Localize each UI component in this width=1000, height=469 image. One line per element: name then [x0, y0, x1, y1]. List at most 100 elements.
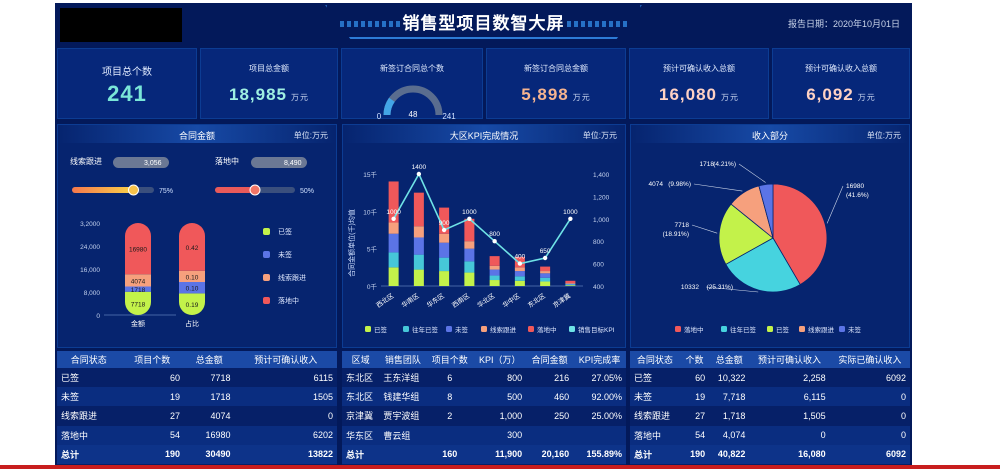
kpi-label: 项目总金额	[249, 64, 289, 73]
bar-segment	[464, 272, 475, 286]
column-segment	[179, 282, 205, 294]
table-row[interactable]: 京津冀 贾宇波组 2 1,000 250 25.00%	[342, 406, 626, 425]
stacked-bar: 京津冀	[551, 280, 576, 310]
y-tick-label: 0	[96, 313, 100, 320]
table-cell: 0	[749, 425, 830, 445]
table-row[interactable]: 未签 19 7,718 6,115 0	[630, 387, 910, 407]
table-row[interactable]: 落地中 54 4,074 0 0	[630, 425, 910, 445]
kpi-target-line	[392, 172, 572, 265]
table-cell: 京津冀	[346, 411, 374, 422]
table-cell: 54	[120, 425, 184, 445]
column-header[interactable]: 区域	[342, 351, 380, 368]
column-header[interactable]: 预计可确认收入	[749, 351, 830, 368]
legend-swatch	[403, 326, 409, 332]
column-label: 占比	[185, 319, 199, 328]
panel-title-bar	[631, 125, 909, 143]
table-header-row: 合同状态 个数 总金额 预计可确认收入 实际已确认收入	[630, 351, 910, 368]
kpi-total-amount: 项目总金额 18,985 万元	[200, 48, 338, 119]
kpi-completion-panel: 大区KPI完成情况 单位:万元 合同金额单位(千)均值 15千 10千 5千 0千 1,…	[342, 124, 626, 348]
bar-segment	[565, 283, 576, 284]
column-header[interactable]: 合同状态	[630, 351, 680, 368]
column-header[interactable]: 总金额	[184, 351, 235, 368]
table-cell: 7,718	[709, 387, 750, 407]
stacked-column: 0.19 0.10 0.10 0.42 占比	[179, 223, 205, 328]
progress-value-leads: 3,056	[144, 160, 162, 167]
column-header[interactable]: 销售团队	[379, 351, 427, 368]
column-header[interactable]: 总金额	[709, 351, 750, 368]
table-cell: 60	[169, 372, 180, 383]
column-header[interactable]: 预计可确认收入	[234, 351, 337, 368]
table-row[interactable]: 华东区 曹云组 300	[342, 425, 626, 445]
bar-segment	[388, 222, 399, 234]
kpi-target-label: 900	[439, 220, 450, 227]
column-header[interactable]: 合同状态	[57, 351, 121, 368]
column-header[interactable]: KPI完成率	[573, 351, 626, 368]
table-row[interactable]: 未签 19 1718 1505	[57, 387, 337, 407]
y-left-tick: 5千	[367, 245, 378, 254]
table-cell: 19	[120, 387, 184, 407]
pie-percent-label: (4.21%)	[713, 161, 736, 168]
column-header[interactable]: 合同金额	[526, 351, 574, 368]
contract-chart: 线索跟进 3,056 落地中 8,490 75% 50% 3,2000 24,000…	[70, 156, 314, 328]
legend-swatch	[569, 326, 575, 332]
column-header[interactable]: 项目个数	[426, 351, 474, 368]
table-total-row[interactable]: 总计 190 40,822 16,080 6092	[630, 444, 910, 464]
bar-segment	[388, 252, 399, 268]
slider-fill	[72, 187, 134, 193]
table-cell: 贾宇波组	[383, 411, 420, 422]
y-right-tick: 1,200	[593, 194, 610, 201]
column-segment	[179, 270, 205, 283]
region-kpi-table: 区域 销售团队 项目个数 KPI（万） 合同金额 KPI完成率 东北区 王东洋组 6 800 216…	[342, 351, 626, 465]
kpi-target-point	[492, 239, 497, 244]
gauge-chart: 0 48 241	[377, 85, 456, 121]
bar-segment	[413, 237, 424, 255]
kpi-number: 6,092	[806, 85, 854, 104]
table-cell: 0	[900, 410, 906, 421]
table-cell: 未签	[57, 387, 121, 407]
pie-label-line	[691, 224, 718, 234]
table-row[interactable]: 线索跟进 27 1,718 1,505 0	[630, 406, 910, 425]
pie-percent-label: (9.98%)	[668, 181, 691, 188]
table-cell: 6	[447, 372, 453, 383]
table-row[interactable]: 线索跟进 27 4074 0	[57, 406, 337, 425]
column-header[interactable]: 实际已确认收入	[829, 351, 910, 368]
panel-title: 合同金额	[178, 131, 215, 141]
y-left-tick: 0千	[367, 282, 378, 291]
table-cell: 1,000	[499, 410, 523, 421]
table-total-row[interactable]: 总计 190 30490 13822	[57, 444, 337, 464]
pie-percent-label: (18.91%)	[663, 231, 689, 238]
y-left-tick: 15千	[363, 170, 377, 179]
table-row[interactable]: 东北区 钱建华组 8 500 460 92.00%	[342, 387, 626, 407]
table-cell: 4074	[210, 410, 231, 421]
kpi-target-label: 800	[489, 231, 500, 238]
bar-segment	[413, 254, 424, 270]
x-tick-label: 东北区	[526, 291, 548, 310]
column-header[interactable]: KPI（万）	[473, 351, 527, 368]
column-header[interactable]: 个数	[679, 351, 710, 368]
income-pie-chart: 16980 (41.6%) 10332 (25.31%) 7718 (18.91%) 407…	[649, 161, 869, 334]
panel-unit: 单位:万元	[582, 131, 617, 140]
progress-bar-leads	[113, 157, 169, 168]
pie-value-label: 10332	[681, 284, 699, 291]
legend-label: 未签	[848, 325, 862, 334]
table-cell: 0	[327, 410, 333, 421]
table-cell: 0	[829, 387, 910, 407]
legend-swatch	[263, 251, 270, 258]
table-row[interactable]: 东北区 王东洋组 6 800 216 27.05%	[342, 368, 626, 387]
kpi-label: 预计可确认收入总额	[805, 64, 877, 73]
kpi-target-point	[542, 255, 548, 261]
gauge-fill	[383, 97, 395, 116]
kpi-target-label: 1000	[462, 209, 477, 216]
legend-label: 落地中	[278, 296, 299, 305]
kpi-unit: 万元	[857, 93, 876, 102]
y-right-tick: 800	[593, 239, 604, 246]
table-row[interactable]: 已签 60 10,322 2,258 6092	[630, 368, 910, 387]
y-left-tick: 10千	[363, 207, 377, 216]
table-row[interactable]: 落地中 54 16980 6202	[57, 425, 337, 445]
table-total-row[interactable]: 总计 160 11,900 20,160 155.89%	[342, 444, 626, 464]
column-header[interactable]: 项目个数	[120, 351, 184, 368]
y-axis-label: 合同金额单位(千)均值	[347, 209, 356, 277]
table-row[interactable]: 已签 60 7718 6115	[57, 368, 337, 387]
legend-label: 往年已签	[730, 325, 757, 334]
kpi-value: 241	[107, 81, 147, 106]
